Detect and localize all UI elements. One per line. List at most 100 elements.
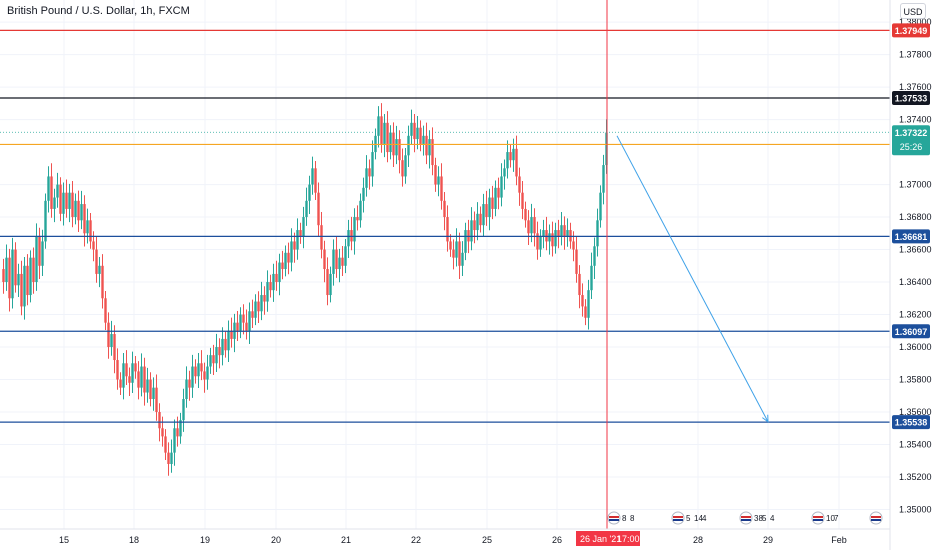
candle-body <box>188 379 191 388</box>
y-tick-label: 1.36200 <box>899 310 932 320</box>
horizontal-levels[interactable] <box>0 29 890 423</box>
grid-lines <box>0 0 890 529</box>
y-tick-label: 1.36800 <box>899 212 932 222</box>
candle-body <box>5 257 8 283</box>
y-tick-label: 1.36000 <box>899 342 932 352</box>
candle-body <box>251 311 254 318</box>
arrow-head <box>762 414 769 423</box>
candle-body <box>206 366 209 380</box>
candle-body <box>179 420 182 437</box>
candle-body <box>389 132 392 153</box>
candle-body <box>101 265 104 299</box>
candle-body <box>467 230 470 242</box>
candle-body <box>107 322 110 348</box>
candle-body <box>485 204 488 218</box>
crosshair-date-label: 26 Jan '21 <box>580 534 621 544</box>
candle-body <box>293 241 296 250</box>
level-tag <box>892 324 930 339</box>
candle-body <box>143 366 146 393</box>
economic-event-markers[interactable]: 8 8 5 14 4 38 5 4 10 7 <box>607 511 883 525</box>
projection-arrow[interactable] <box>616 135 769 423</box>
candle-body <box>338 257 341 270</box>
candlestick-series <box>2 103 608 476</box>
x-tick-label: 26 <box>552 535 562 545</box>
level-tag-label: 1.35538 <box>895 418 928 428</box>
x-tick-label: 21 <box>341 535 351 545</box>
flag-stripe <box>673 519 683 521</box>
candle-body <box>575 249 578 274</box>
candle-body <box>335 249 338 270</box>
candle-body <box>203 371 206 380</box>
flag-stripe <box>609 519 619 521</box>
candle-body <box>326 269 329 296</box>
price-axis[interactable]: 1.38000 1.37800 1.37600 1.37400 1.37000 1.368… <box>899 17 932 514</box>
candle-body <box>572 241 575 250</box>
candle-body <box>302 217 305 237</box>
candle-body <box>260 295 263 312</box>
level-tag-label: 1.36097 <box>895 327 928 337</box>
currency-button[interactable]: USD <box>900 3 926 19</box>
candle-body <box>581 295 584 307</box>
candle-body <box>479 213 482 226</box>
candle-body <box>497 187 500 198</box>
candle-body <box>464 230 467 253</box>
x-tick-label: 15 <box>59 535 69 545</box>
candle-body <box>569 230 572 242</box>
chart-title: British Pound / U.S. Dollar, 1h, FXCM <box>7 5 190 17</box>
x-tick-label: 19 <box>200 535 210 545</box>
candle-body <box>173 428 176 453</box>
candle-body <box>158 412 161 429</box>
candle-body <box>284 252 287 270</box>
candle-body <box>362 187 365 201</box>
candle-body <box>482 204 485 226</box>
candle-body <box>224 338 227 351</box>
candle-body <box>578 273 581 296</box>
candle-body <box>566 230 569 237</box>
candle-body <box>476 213 479 231</box>
flag-stripe <box>871 519 881 521</box>
candle-body <box>41 241 44 266</box>
candle-body <box>341 257 344 266</box>
y-tick-label: 1.35400 <box>899 440 932 450</box>
candle-body <box>455 241 458 258</box>
x-tick-label: 25 <box>482 535 492 545</box>
candle-body <box>512 148 515 161</box>
candle-body <box>59 184 62 214</box>
candle-body <box>332 249 335 274</box>
candle-body <box>527 220 530 234</box>
level-tag <box>892 415 930 430</box>
last-price-tag <box>892 125 930 156</box>
candle-body <box>32 257 35 283</box>
y-tick-label: 1.35800 <box>899 375 932 385</box>
y-tick-label: 1.37800 <box>899 50 932 60</box>
event-count-label: 5 <box>762 514 767 523</box>
candle-body <box>524 208 527 221</box>
flag-stripe <box>871 516 881 518</box>
candle-body <box>428 139 431 156</box>
candle-body <box>419 127 422 144</box>
candle-body <box>494 187 497 209</box>
candle-body <box>299 230 302 237</box>
candle-body <box>227 330 230 351</box>
candle-body <box>263 295 266 302</box>
candle-body <box>47 176 50 201</box>
candle-body <box>230 330 233 339</box>
candle-body <box>56 184 59 198</box>
event-marker: 38 5 4 <box>739 511 775 525</box>
candle-body <box>590 265 593 291</box>
event-marker: 10 7 <box>811 511 839 525</box>
candle-body <box>593 246 596 266</box>
candle-body <box>587 290 590 318</box>
candle-body <box>242 314 245 323</box>
candle-body <box>431 139 434 166</box>
candle-body <box>62 192 65 214</box>
candle-body <box>407 135 410 156</box>
level-tag <box>892 229 930 244</box>
time-axis[interactable]: 15 18 19 20 21 22 25 26 28 29 Feb <box>59 535 847 545</box>
candle-body <box>323 249 326 270</box>
candle-body <box>92 241 95 250</box>
candle-body <box>122 363 125 388</box>
candle-body <box>155 387 158 413</box>
candle-body <box>140 366 143 388</box>
